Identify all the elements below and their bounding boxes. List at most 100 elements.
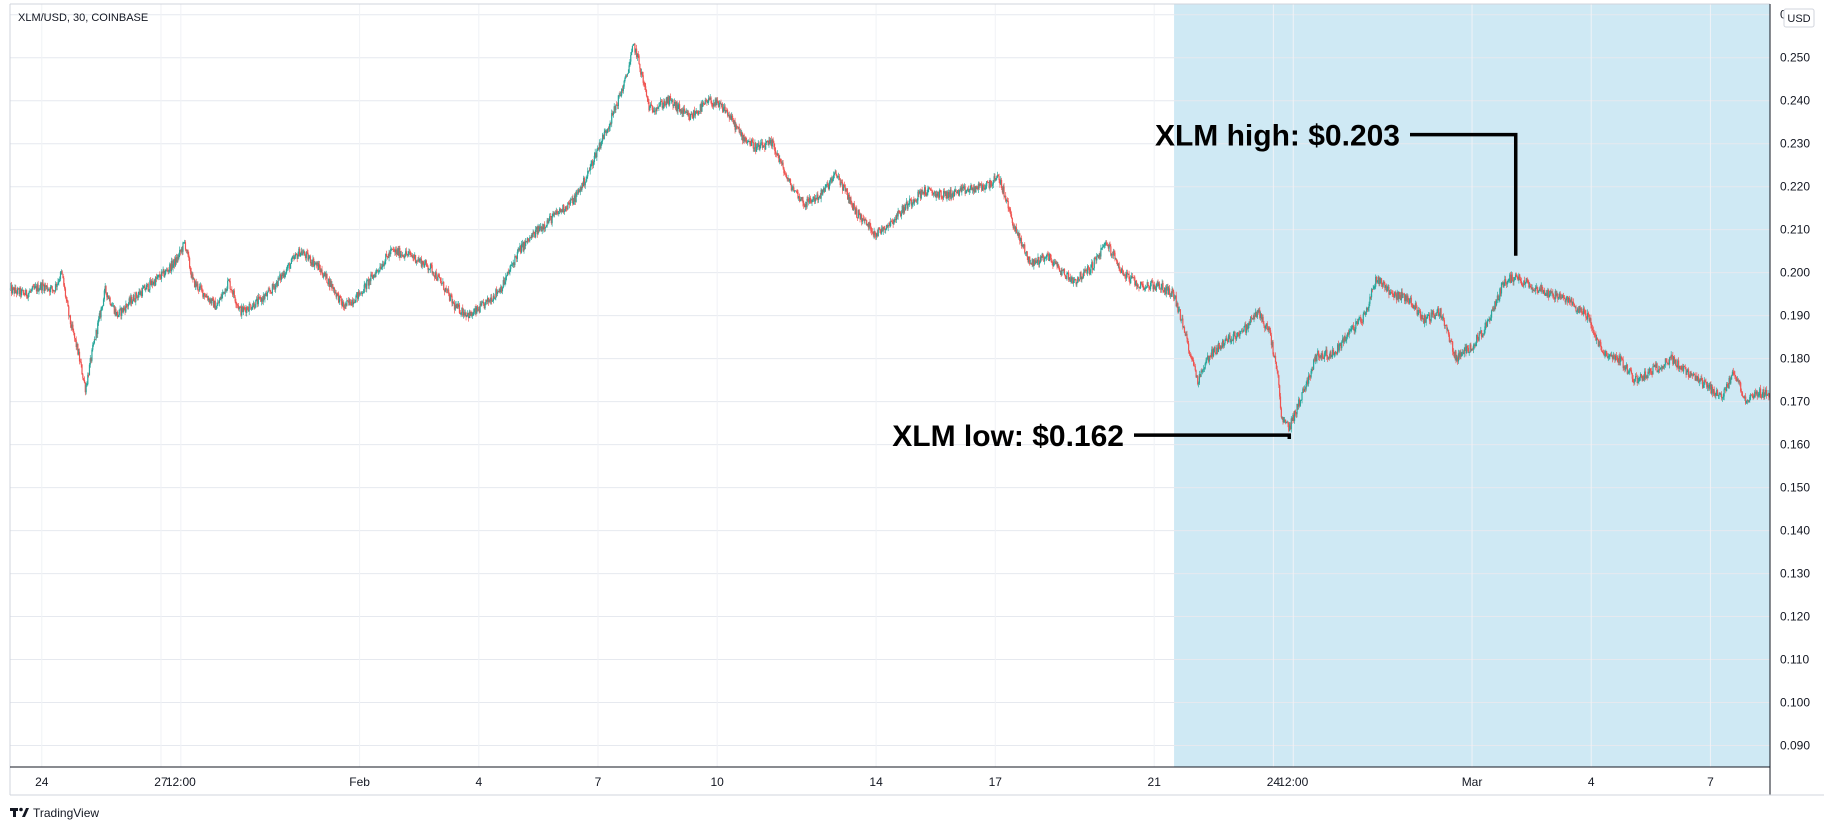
candle-body-1596 [1330, 351, 1332, 358]
candle-body-1569 [1308, 375, 1310, 384]
candle-body-2105 [1751, 394, 1753, 396]
price-tick-label: 0.100 [1780, 696, 1810, 710]
candle-body-836 [701, 103, 703, 112]
candle-body-913 [765, 142, 767, 150]
candle-body-201 [175, 257, 177, 263]
candle-body-1523 [1269, 330, 1272, 336]
candle-body-1473 [1228, 335, 1230, 337]
candle-body-416 [353, 301, 355, 303]
candle-body-1867 [1554, 291, 1556, 300]
candle-body-1305 [1089, 272, 1091, 274]
candle-body-1401 [1168, 288, 1171, 296]
currency-box[interactable] [1783, 8, 1815, 28]
candle-body-190 [166, 269, 168, 271]
candle-body-1089 [910, 199, 912, 206]
tradingview-logo-icon[interactable] [10, 807, 29, 817]
candle-body-1024 [856, 217, 859, 219]
candle-body-2035 [1693, 373, 1695, 375]
candle-body-630 [530, 234, 533, 239]
candle-body-57 [56, 284, 58, 287]
candle-body-1705 [1420, 317, 1422, 319]
candle-body-612 [515, 256, 518, 259]
candle-body-1906 [1586, 313, 1589, 320]
candle-body-491 [415, 260, 417, 263]
candle-body-1270 [1060, 271, 1062, 276]
candle-body-1119 [935, 193, 937, 198]
candle-body-1846 [1537, 290, 1539, 293]
candle-body-1731 [1442, 316, 1444, 318]
candle-body-1482 [1236, 336, 1238, 340]
candle-body-1518 [1265, 323, 1268, 327]
candle-body-1081 [904, 207, 906, 211]
candle-body-2047 [1703, 380, 1705, 385]
candle-body-359 [306, 252, 308, 253]
candle-body-124 [112, 305, 114, 307]
candle-body-656 [552, 213, 554, 216]
candle-body-278 [239, 306, 241, 308]
candle-body-964 [807, 198, 809, 201]
candle-body-1321 [1102, 246, 1104, 248]
candle-body-2030 [1689, 371, 1691, 378]
candle-body-888 [744, 137, 746, 141]
candle-body-1821 [1516, 276, 1518, 277]
candle-body-1672 [1393, 294, 1395, 298]
candle-body-205 [179, 249, 181, 255]
time-tick-label: 17 [989, 775, 1003, 789]
candle-body-514 [434, 272, 437, 278]
candle-body-1190 [994, 176, 996, 181]
candle-body-1927 [1604, 354, 1606, 356]
candle-body-1883 [1567, 297, 1570, 303]
candle-body-97 [89, 358, 91, 365]
candle-body-356 [304, 251, 306, 256]
candle-body-717 [602, 134, 605, 140]
candle-body-1642 [1368, 303, 1370, 308]
candle-body-788 [661, 101, 663, 108]
candle-body-1037 [867, 223, 869, 228]
candle-body-1961 [1632, 378, 1634, 382]
candle-body-621 [523, 241, 525, 251]
candle-body-422 [358, 291, 360, 296]
candle-body-353 [301, 251, 303, 255]
candle-body-484 [410, 252, 412, 255]
candle-body-181 [159, 274, 161, 278]
candle-body-1769 [1473, 344, 1475, 346]
candle-body-1015 [849, 197, 851, 204]
candle-body-1178 [984, 188, 986, 190]
candle-body-450 [381, 264, 384, 268]
candle-body-1682 [1401, 291, 1403, 298]
candle-body-666 [560, 209, 562, 213]
candle-body-254 [219, 297, 221, 301]
candle-body-2029 [1688, 376, 1690, 378]
candle-body-1702 [1418, 310, 1420, 313]
candle-body-2083 [1733, 372, 1735, 375]
candle-body-1848 [1538, 288, 1541, 292]
candle-body-1339 [1117, 263, 1119, 266]
candle-body-1508 [1257, 310, 1259, 313]
candle-body-1032 [863, 219, 865, 221]
candle-body-637 [536, 227, 538, 235]
candle-body-750 [630, 55, 632, 62]
price-axis[interactable]: 0.2600.2500.2400.2300.2200.2100.2000.190… [1780, 8, 1810, 753]
candle-body-236 [204, 296, 206, 298]
candle-body-1014 [848, 194, 850, 204]
candle-body-616 [519, 245, 521, 250]
candle-body-306 [262, 295, 264, 302]
candle-body-1749 [1457, 357, 1459, 362]
candle-body-104 [95, 329, 97, 340]
candle-body-1113 [930, 190, 932, 191]
candle-body-1546 [1289, 425, 1291, 431]
candle-body-1211 [1011, 218, 1013, 224]
candle-body-816 [684, 111, 686, 113]
candle-body-1688 [1406, 296, 1408, 301]
candle-body-128 [115, 309, 117, 316]
candle-body-2114 [1759, 388, 1761, 394]
candle-body-1549 [1291, 418, 1293, 421]
candle-body-1302 [1087, 266, 1089, 274]
candle-body-685 [576, 192, 578, 194]
candle-body-906 [759, 145, 761, 150]
candle-body-1752 [1459, 352, 1461, 358]
candle-body-1971 [1640, 374, 1642, 378]
